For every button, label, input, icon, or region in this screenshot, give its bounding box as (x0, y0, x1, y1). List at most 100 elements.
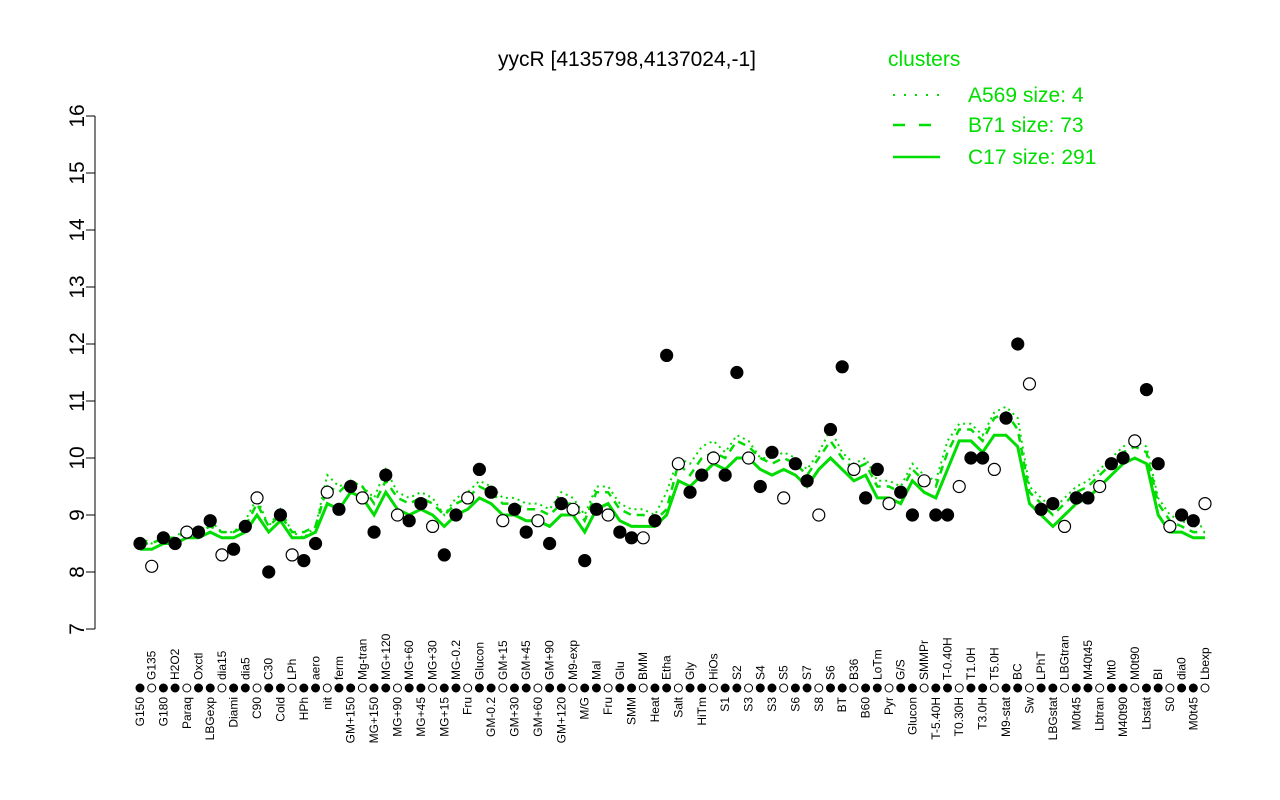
x-tick-label: Cold (273, 697, 287, 722)
category-marker (545, 683, 555, 693)
category-marker (158, 683, 168, 693)
category-marker (1165, 683, 1175, 693)
category-marker (580, 683, 590, 693)
data-point (812, 508, 826, 522)
y-axis: 7 8 9 10 11 12 13 14 15 16 (66, 104, 96, 635)
category-marker (1188, 683, 1198, 693)
category-marker (1060, 683, 1070, 693)
data-point (402, 514, 416, 528)
category-marker (521, 683, 531, 693)
category-marker (147, 683, 157, 693)
x-tick-label: Lbexp (1198, 647, 1212, 680)
category-marker (943, 683, 953, 693)
category-marker (755, 683, 765, 693)
chart-title: yycR [4135798,4137024,-1] (498, 48, 756, 71)
category-marker (837, 683, 847, 693)
x-tick-label: SMM (625, 697, 639, 725)
x-tick-label: M0t90 (1128, 646, 1142, 680)
x-tick-label: M40t45 (1081, 640, 1095, 680)
data-point (390, 508, 405, 522)
x-tick-label: M9-stat (999, 696, 1013, 737)
category-marker (1036, 683, 1046, 693)
x-tick-label: MG+45 (414, 697, 428, 737)
category-marker (884, 683, 894, 693)
x-tick-label: T3.0H (976, 697, 990, 730)
data-point (1069, 491, 1083, 505)
data-point (332, 502, 346, 516)
data-point (636, 531, 650, 545)
data-point (507, 502, 522, 516)
x-tick-label: aero (309, 656, 323, 680)
data-point (753, 479, 767, 494)
x-tick-label: LBGstat (1046, 696, 1060, 740)
category-marker (1083, 683, 1093, 693)
category-marker (744, 683, 754, 693)
x-tick-label: M0t45 (1069, 697, 1083, 731)
x-tick-label: B60 (859, 697, 873, 719)
category-marker (1177, 683, 1187, 693)
x-tick-label: GM+90 (543, 640, 557, 680)
data-point (191, 525, 206, 539)
data-point (882, 497, 896, 511)
x-tick-label: C90 (250, 697, 264, 719)
x-tick-label: GM+120 (554, 697, 568, 744)
x-tick-label: SMMPr (917, 640, 931, 680)
x-tick-label: BC (1011, 663, 1025, 680)
data-point (788, 457, 802, 471)
data-point (835, 360, 849, 374)
x-tick-label: Sw (1022, 697, 1036, 714)
category-marker (1130, 683, 1140, 693)
data-point (215, 548, 229, 562)
data-point (262, 565, 276, 579)
y-tick-label: 9 (66, 509, 89, 521)
y-tick-label: 8 (66, 566, 89, 578)
category-marker (896, 683, 906, 693)
category-marker (1141, 683, 1151, 693)
data-point (601, 508, 615, 522)
x-tick-label: S2 (730, 665, 744, 680)
x-tick-label: HPh (297, 697, 311, 720)
category-marker (404, 683, 414, 693)
x-tick-label: B36 (847, 658, 861, 680)
data-point (344, 479, 358, 494)
data-point (718, 468, 732, 482)
data-point (180, 525, 194, 539)
data-point (964, 451, 978, 465)
data-point (250, 491, 264, 505)
x-tick-label: LoTm (870, 649, 884, 680)
x-tick-label: MG+90 (390, 697, 404, 737)
data-point (987, 462, 1001, 476)
category-marker (650, 683, 660, 693)
data-point (238, 519, 252, 534)
x-tick-label: G135 (145, 650, 159, 680)
x-tick-label: S1 (718, 697, 732, 712)
data-point (660, 348, 674, 362)
category-marker (603, 683, 613, 693)
category-marker (954, 683, 964, 693)
category-marker (627, 683, 637, 693)
x-tick-label: C30 (262, 658, 276, 680)
x-tick-label: BI (1151, 669, 1165, 680)
category-marker (1001, 683, 1011, 693)
data-point (519, 525, 533, 539)
x-tick-label: Glucon (472, 642, 486, 680)
category-marker (334, 683, 344, 693)
x-tick-label: S4 (753, 665, 767, 680)
x-tick-label: Lbstat (1139, 696, 1153, 729)
data-point (1057, 519, 1072, 534)
x-tick-label: S8 (812, 697, 826, 712)
data-point (999, 411, 1013, 425)
category-marker (463, 683, 473, 693)
data-point (133, 536, 147, 551)
category-marker (451, 683, 461, 693)
x-tick-label: Mal (589, 661, 603, 680)
category-marker (194, 683, 204, 693)
category-marker (814, 683, 824, 693)
x-tick-label: S3 (765, 697, 779, 712)
x-tick-label: dia5 (238, 657, 252, 680)
x-tick-label: Glucon (905, 697, 919, 735)
data-point (355, 491, 369, 505)
data-point (367, 525, 381, 539)
data-point (414, 497, 428, 511)
